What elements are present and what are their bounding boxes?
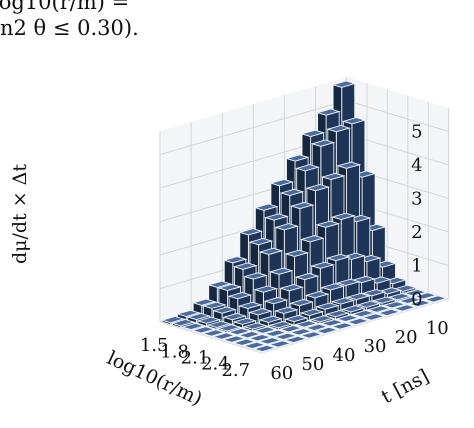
bar-face-t (228, 331, 238, 337)
t-tick-label: 30 (364, 336, 387, 357)
caption-fragment: log10(r/m) = n2 θ ≤ 0.30). (0, 0, 474, 58)
r-tick-label: 2.4 (201, 354, 230, 375)
bar-face-t (336, 318, 346, 323)
caption-line-1: log10(r/m) = (0, 0, 130, 14)
t-tick-label: 10 (426, 318, 449, 339)
gridline-t-floor (159, 321, 263, 354)
bar-face-t (393, 307, 403, 313)
t-tick-label: 40 (333, 345, 356, 366)
bar-face-t (274, 336, 284, 341)
bar-face-t (212, 336, 223, 341)
bar-face-t (320, 322, 331, 328)
bar-face-t (233, 342, 243, 347)
t-tick-label: 60 (270, 363, 293, 384)
caption-line-2: n2 θ ≤ 0.30). (0, 16, 139, 40)
r-tick-label: 1.5 (140, 335, 169, 356)
bar-face-t (222, 339, 233, 344)
bar-face-t (182, 326, 192, 332)
bar-face-t (171, 322, 182, 329)
bar-face-t (424, 298, 434, 304)
gridline-r-floor (261, 298, 449, 354)
r-tick-label: 2.1 (181, 348, 210, 369)
bar-face-t (264, 333, 274, 338)
bar-face-t (253, 330, 264, 335)
bar-face-t (362, 316, 372, 322)
bar-face-t (295, 323, 305, 329)
bar-face-t (315, 330, 326, 336)
gridline-z (346, 100, 449, 132)
bar-face-t (253, 348, 263, 354)
z-tick-label: 5 (411, 122, 422, 143)
bar-face-t (207, 324, 218, 330)
bar-face-t (268, 343, 279, 349)
t-tick-label: 20 (395, 327, 418, 348)
bar-face-t (352, 313, 362, 319)
bar-face-t (305, 327, 315, 332)
bar-face-t (217, 327, 228, 334)
z-tick-label: 0 (411, 289, 422, 310)
bar-face-t (377, 312, 388, 318)
bar-face-t (243, 345, 253, 350)
bar-face-t (346, 321, 357, 327)
z-tick-label: 1 (411, 256, 422, 277)
t-tick-label: 50 (301, 354, 324, 375)
bar-face-t (414, 295, 424, 301)
bar-face-t (161, 319, 172, 326)
z-tick-label: 2 (411, 222, 422, 243)
r-tick-label: 1.8 (160, 341, 189, 362)
z-tick-label: 3 (411, 189, 422, 210)
z-tick-label: 4 (411, 155, 422, 176)
bar-face-t (408, 303, 419, 309)
bar-face-t (248, 337, 259, 343)
r-tick-label: 2.7 (221, 360, 250, 381)
bar-face-t (398, 300, 409, 305)
bar-face-t (300, 334, 310, 340)
y-axis-label: t [ns] (378, 365, 433, 408)
z-axis-label: dμ/dt × Δt (9, 164, 31, 264)
bar-face-t (202, 332, 212, 338)
bars (160, 80, 449, 354)
tick-labels: 0 1 2 3 4 5 1.51.82.12.42.7 10 20 30 40 50 60 (140, 122, 449, 384)
bar-face-t (284, 339, 294, 345)
bar-face-t (279, 328, 290, 334)
bar-face-t (243, 326, 254, 332)
bar-face-t (238, 334, 248, 340)
bar-face-t (269, 324, 279, 331)
bar-face-t (192, 329, 202, 335)
bar-face-t (258, 340, 269, 346)
bar-face-t (331, 325, 341, 331)
bar-face-t (289, 331, 300, 337)
